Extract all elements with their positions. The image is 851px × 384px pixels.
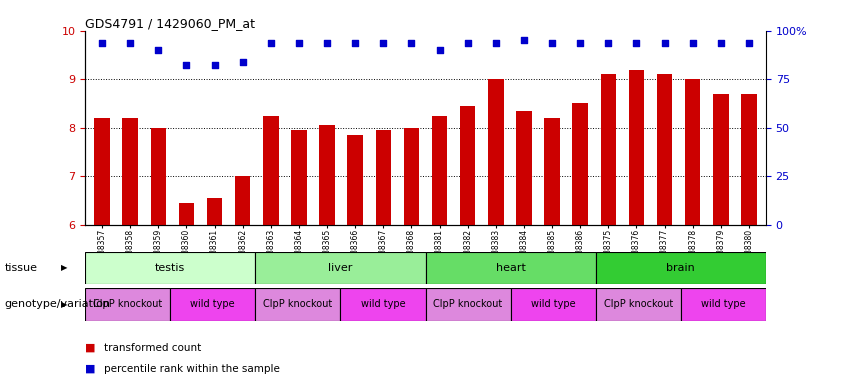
Bar [85, 288, 170, 321]
Text: GDS4791 / 1429060_PM_at: GDS4791 / 1429060_PM_at [85, 17, 255, 30]
Bar [179, 203, 194, 225]
Text: tissue: tissue [4, 263, 37, 273]
Bar [488, 79, 504, 225]
Bar [94, 118, 110, 225]
Bar [255, 252, 426, 284]
Text: ClpP knockout: ClpP knockout [93, 299, 163, 310]
Bar [629, 70, 644, 225]
Bar [596, 288, 681, 321]
Text: wild type: wild type [701, 299, 745, 310]
Point [742, 40, 756, 46]
Text: liver: liver [328, 263, 352, 273]
Bar [151, 128, 166, 225]
Point [686, 40, 700, 46]
Point [292, 40, 306, 46]
Text: ■: ■ [85, 364, 95, 374]
Point [714, 40, 728, 46]
Point [264, 40, 277, 46]
Text: percentile rank within the sample: percentile rank within the sample [104, 364, 280, 374]
Bar [426, 288, 511, 321]
Bar [85, 252, 255, 284]
Bar [573, 103, 588, 225]
Point [574, 40, 587, 46]
Bar [207, 198, 222, 225]
Bar [517, 111, 532, 225]
Bar [235, 176, 250, 225]
Point [630, 40, 643, 46]
Bar [681, 288, 766, 321]
Point [489, 40, 503, 46]
Bar [291, 130, 306, 225]
Text: ▶: ▶ [61, 263, 68, 272]
Bar [375, 130, 391, 225]
Bar [347, 135, 363, 225]
Bar [460, 106, 476, 225]
Text: wild type: wild type [531, 299, 575, 310]
Bar [170, 288, 255, 321]
Point [602, 40, 615, 46]
Bar [340, 288, 426, 321]
Text: heart: heart [495, 263, 526, 273]
Text: genotype/variation: genotype/variation [4, 299, 111, 310]
Bar [685, 79, 700, 225]
Point [517, 37, 531, 43]
Point [320, 40, 334, 46]
Point [376, 40, 390, 46]
Text: ■: ■ [85, 343, 95, 353]
Text: ClpP knockout: ClpP knockout [603, 299, 673, 310]
Text: wild type: wild type [361, 299, 405, 310]
Text: brain: brain [666, 263, 695, 273]
Point [348, 40, 362, 46]
Point [461, 40, 475, 46]
Bar [431, 116, 448, 225]
Text: testis: testis [155, 263, 186, 273]
Point [95, 40, 109, 46]
Point [545, 40, 559, 46]
Text: ClpP knockout: ClpP knockout [263, 299, 333, 310]
Point [236, 59, 249, 65]
Bar [263, 116, 278, 225]
Bar [713, 94, 728, 225]
Bar [741, 94, 757, 225]
Bar [426, 252, 596, 284]
Text: transformed count: transformed count [104, 343, 201, 353]
Bar [601, 74, 616, 225]
Point [433, 47, 447, 53]
Point [180, 61, 193, 68]
Point [404, 40, 418, 46]
Bar [596, 252, 766, 284]
Bar [123, 118, 138, 225]
Text: ClpP knockout: ClpP knockout [433, 299, 503, 310]
Bar [511, 288, 596, 321]
Bar [255, 288, 340, 321]
Point [151, 47, 165, 53]
Point [123, 40, 137, 46]
Bar [545, 118, 560, 225]
Point [658, 40, 671, 46]
Text: ▶: ▶ [61, 300, 68, 309]
Bar [319, 125, 334, 225]
Bar [657, 74, 672, 225]
Point [208, 61, 221, 68]
Bar [403, 128, 420, 225]
Text: wild type: wild type [191, 299, 235, 310]
